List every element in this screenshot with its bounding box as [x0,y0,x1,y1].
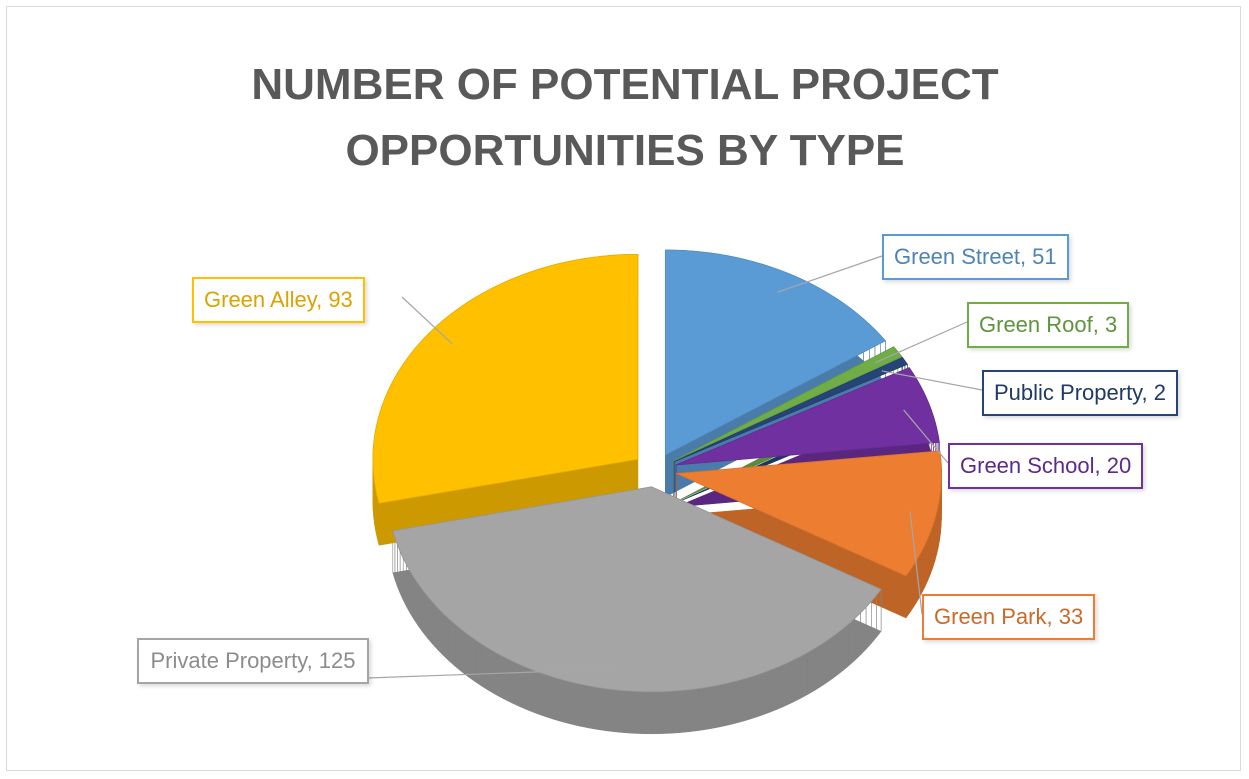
chart-frame [6,6,1241,771]
leader-line [881,370,983,391]
leader-lines [367,255,983,679]
pie-slice [372,253,639,504]
pie-slice [673,356,908,462]
leader-line [367,668,616,679]
data-label: Green Alley, 93 [192,277,365,323]
data-label: Private Property, 125 [137,638,369,684]
leader-line [777,255,883,293]
data-label: Green Roof, 3 [967,302,1130,348]
data-label: Green Park, 33 [922,594,1096,640]
pie-tops [372,249,942,693]
leader-line [401,296,453,345]
leader-line [875,321,968,364]
data-label: Green Street, 51 [882,234,1069,280]
pie-slice [673,346,903,462]
chart-title: NUMBER OF POTENTIAL PROJECT OPPORTUNITIE… [251,60,999,175]
pie-slice [664,249,887,456]
leader-line [909,511,923,615]
pie-slice [675,367,940,466]
data-label: Public Property, 2 [982,370,1179,416]
data-label: Green School, 20 [948,443,1144,489]
pie-slice [392,486,882,693]
leader-line [903,409,949,464]
